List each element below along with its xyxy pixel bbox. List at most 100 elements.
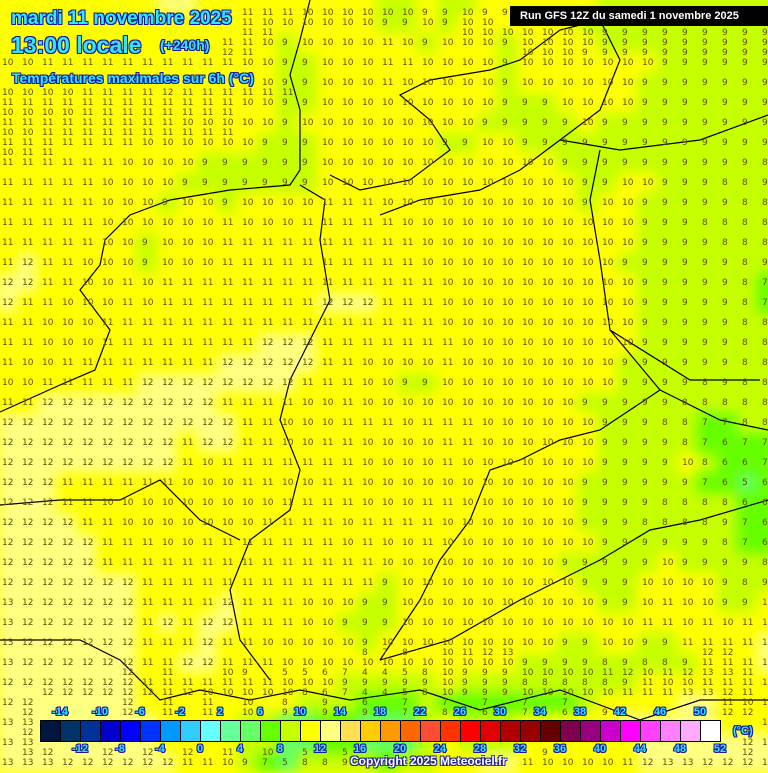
field-cell bbox=[657, 93, 677, 113]
temperature-value: 11 bbox=[262, 438, 274, 448]
temperature-value: 13 bbox=[502, 648, 514, 658]
temperature-value: 12 bbox=[2, 278, 14, 288]
field-cell bbox=[437, 0, 457, 13]
temperature-value: 10 bbox=[482, 598, 494, 608]
temperature-value: 11 bbox=[682, 638, 694, 648]
temperature-value: 9 bbox=[282, 708, 288, 718]
temperature-value: 10 bbox=[462, 98, 474, 108]
temperature-value: 10 bbox=[382, 358, 394, 368]
temperature-value: 10 bbox=[482, 398, 494, 408]
field-cell bbox=[517, 33, 537, 53]
temperature-value: 9 bbox=[482, 8, 488, 18]
temperature-value: 12 bbox=[162, 398, 174, 408]
temperature-value: 8 bbox=[762, 238, 768, 248]
temperature-value: 9 bbox=[142, 258, 148, 268]
temperature-value: 10 bbox=[682, 578, 694, 588]
temperature-value: 9 bbox=[682, 38, 688, 48]
temperature-value: 11 bbox=[762, 678, 768, 688]
temperature-value: 10 bbox=[462, 258, 474, 268]
temperature-value: 8 bbox=[642, 518, 648, 528]
model-run-banner: Run GFS 12Z du samedi 1 novembre 2025 bbox=[510, 6, 768, 26]
temperature-value: 11 bbox=[122, 58, 134, 68]
temperature-value: 10 bbox=[602, 618, 614, 628]
temperature-value: 10 bbox=[282, 678, 294, 688]
temperature-value: 11 bbox=[442, 458, 454, 468]
temperature-value: 11 bbox=[242, 558, 254, 568]
temperature-value: 10 bbox=[542, 688, 554, 698]
temperature-value: 8 bbox=[762, 398, 768, 408]
temperature-value: 10 bbox=[82, 278, 94, 288]
temperature-value: 10 bbox=[362, 398, 374, 408]
temperature-value: 12 bbox=[242, 378, 254, 388]
temperature-value: 8 bbox=[762, 338, 768, 348]
temperature-value: 10 bbox=[522, 518, 534, 528]
temperature-value: 10 bbox=[262, 218, 274, 228]
temperature-value: 9 bbox=[722, 78, 728, 88]
temperature-value: 10 bbox=[282, 418, 294, 428]
temperature-value: 11 bbox=[322, 538, 334, 548]
temperature-value: 12 bbox=[722, 708, 734, 718]
field-cell bbox=[157, 73, 177, 93]
temperature-value: 10 bbox=[322, 638, 334, 648]
temperature-value: 10 bbox=[402, 178, 414, 188]
temperature-value: 11 bbox=[202, 338, 214, 348]
temperature-value: 11 bbox=[462, 438, 474, 448]
temperature-value: 10 bbox=[482, 498, 494, 508]
temperature-value: 10 bbox=[182, 158, 194, 168]
temperature-value: 10 bbox=[602, 298, 614, 308]
temperature-value: 9 bbox=[702, 238, 708, 248]
temperature-value: 11 bbox=[102, 58, 114, 68]
temperature-value: 10 bbox=[442, 658, 454, 668]
temperature-value: 10 bbox=[422, 558, 434, 568]
temperature-value: 10 bbox=[542, 558, 554, 568]
temperature-value: 9 bbox=[642, 318, 648, 328]
field-cell bbox=[257, 53, 277, 73]
temperature-value: 11 bbox=[262, 538, 274, 548]
temperature-value: 10 bbox=[522, 198, 534, 208]
temperature-value: 10 bbox=[382, 118, 394, 128]
temperature-value: 9 bbox=[662, 158, 668, 168]
temperature-value: 9 bbox=[722, 558, 728, 568]
temperature-value: 12 bbox=[2, 418, 14, 428]
temperature-value: 12 bbox=[42, 478, 54, 488]
temperature-value: 10 bbox=[522, 498, 534, 508]
temperature-value: 9 bbox=[702, 158, 708, 168]
temperature-value: 9 bbox=[762, 48, 768, 58]
field-cell bbox=[177, 93, 197, 113]
temperature-value: 10 bbox=[582, 118, 594, 128]
field-cell bbox=[397, 73, 417, 93]
temperature-value: 10 bbox=[462, 58, 474, 68]
temperature-value: 9 bbox=[722, 58, 728, 68]
temperature-value: 12 bbox=[722, 688, 734, 698]
temperature-value: 7 bbox=[262, 758, 268, 768]
temperature-value: 11 bbox=[182, 678, 194, 688]
temperature-value: 9 bbox=[222, 178, 228, 188]
temperature-value: 10 bbox=[102, 218, 114, 228]
temperature-value: 8 bbox=[762, 378, 768, 388]
temperature-value: 9 bbox=[222, 158, 228, 168]
temperature-value: 9 bbox=[162, 198, 168, 208]
temperature-value: 10 bbox=[342, 78, 354, 88]
temperature-value: 9 bbox=[682, 278, 688, 288]
temperature-value: 10 bbox=[402, 578, 414, 588]
temperature-value: 8 bbox=[742, 238, 748, 248]
temperature-value: 12 bbox=[82, 598, 94, 608]
temperature-value: 11 bbox=[142, 598, 154, 608]
temperature-value: 9 bbox=[642, 278, 648, 288]
temperature-value: 10 bbox=[482, 658, 494, 668]
field-cell bbox=[577, 93, 597, 113]
legend-tick-label: -4 bbox=[155, 743, 165, 755]
temperature-value: 12 bbox=[142, 748, 154, 758]
temperature-value: 9 bbox=[722, 118, 728, 128]
temperature-value: 11 bbox=[762, 618, 768, 628]
temperature-value: 10 bbox=[202, 218, 214, 228]
field-cell bbox=[57, 113, 77, 133]
temperature-value: 11 bbox=[302, 278, 314, 288]
temperature-value: 9 bbox=[702, 318, 708, 328]
temperature-value: 9 bbox=[622, 358, 628, 368]
temperature-value: 10 bbox=[482, 158, 494, 168]
temperature-value: 10 bbox=[642, 598, 654, 608]
field-cell bbox=[497, 53, 517, 73]
temperature-value: 10 bbox=[182, 198, 194, 208]
temperature-value: 10 bbox=[582, 338, 594, 348]
